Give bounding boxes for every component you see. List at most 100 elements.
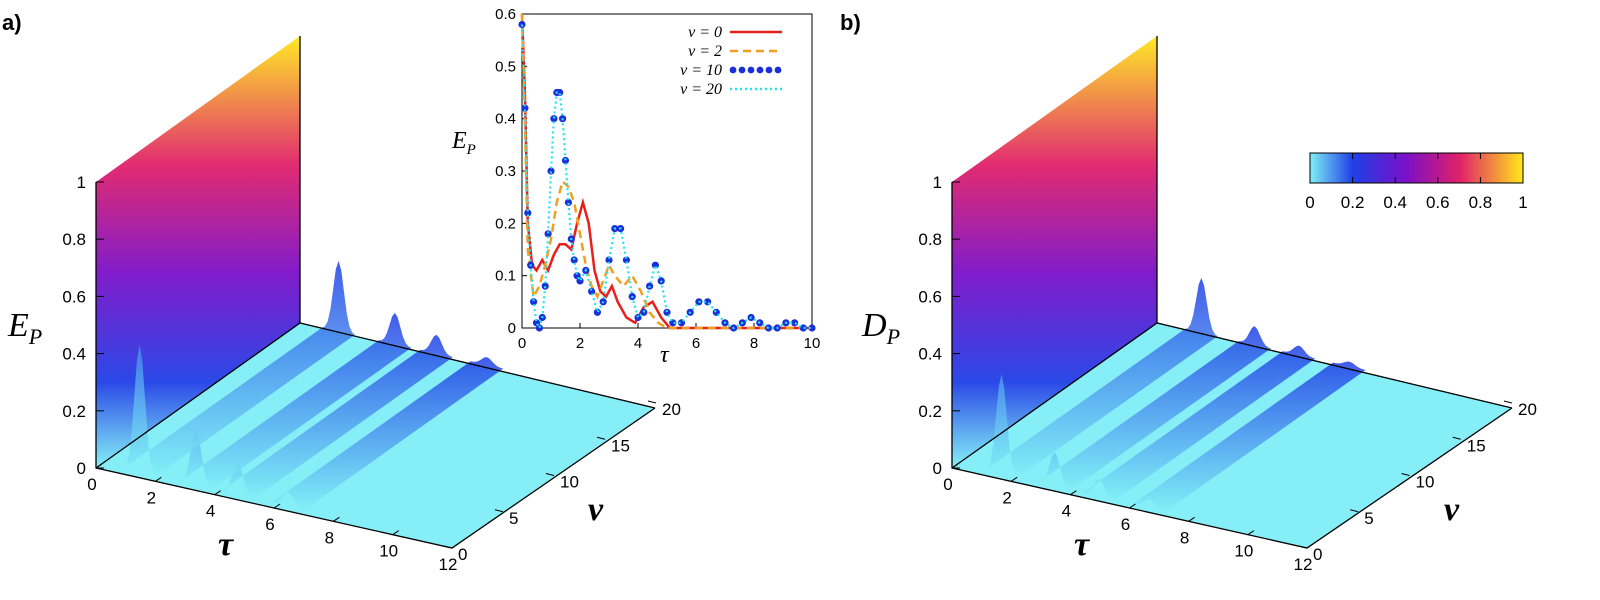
colorbar-tick-label: 0.6 bbox=[1426, 193, 1450, 212]
inset-x-tick-label: 2 bbox=[576, 335, 584, 352]
inset-series-2-point bbox=[535, 324, 544, 332]
inset-series-2-point bbox=[550, 115, 558, 123]
panel-b-x-tick-label: 6 bbox=[1121, 515, 1130, 534]
colorbar bbox=[1309, 152, 1524, 184]
panel-a-x-tick-label: 6 bbox=[265, 515, 274, 534]
inset-series-2-point bbox=[564, 198, 573, 206]
inset-x-tick-label: 8 bbox=[750, 335, 758, 352]
inset-y-tick-label: 0 bbox=[508, 320, 516, 337]
inset-series-2-legend-label: ν = 10 bbox=[680, 62, 722, 79]
inset-series-2-point bbox=[561, 156, 570, 165]
panel-b-z-tick-label: 0.8 bbox=[918, 230, 942, 249]
panel-a-x-tick bbox=[451, 543, 459, 549]
panel-b-z-tick-label: 0.4 bbox=[918, 345, 942, 364]
panel-a-wall bbox=[96, 36, 300, 468]
panel-b-z-tick-label: 0 bbox=[933, 459, 942, 478]
inset-series-2-legend-marker bbox=[738, 66, 746, 74]
inset-y-tick-label: 0.5 bbox=[495, 58, 516, 75]
inset-series-2-point bbox=[808, 324, 816, 332]
colorbar-tick-label: 0.2 bbox=[1341, 193, 1365, 212]
inset-series-0-legend-label: ν = 0 bbox=[688, 24, 722, 41]
panel-a-x-tick-label: 0 bbox=[87, 475, 96, 494]
panel-b-y-tick-label: 0 bbox=[1313, 545, 1322, 564]
panel-b-zlabel: DP bbox=[861, 307, 900, 349]
inset-y-tick-label: 0.4 bbox=[495, 111, 516, 128]
inset-x-tick-label: 6 bbox=[692, 335, 700, 352]
inset-series-2-legend-marker bbox=[756, 66, 764, 74]
inset-y-tick-label: 0.3 bbox=[495, 163, 516, 180]
panel-b-x-tick bbox=[1247, 530, 1255, 536]
inset-series-2-point bbox=[588, 287, 596, 295]
panel-b-x-tick-label: 8 bbox=[1180, 528, 1189, 547]
panel-a-ridge bbox=[221, 334, 453, 499]
panel-a-xlabel: τ bbox=[218, 526, 234, 563]
inset-series-2-point bbox=[556, 88, 564, 97]
inset-x-tick-label: 10 bbox=[804, 335, 821, 352]
panel-b-x-tick-label: 4 bbox=[1062, 502, 1071, 521]
inset-x-tick-label: 4 bbox=[634, 335, 642, 352]
inset-series-2-point bbox=[524, 209, 532, 217]
panel-b-z-tick-label: 1 bbox=[933, 173, 942, 192]
panel-a-y-tick bbox=[596, 436, 606, 440]
panel-a-x-tick bbox=[333, 516, 340, 522]
inset-xlabel: τ bbox=[660, 342, 670, 368]
inset-series-2-point bbox=[622, 256, 631, 264]
panel-b-y-tick bbox=[1401, 473, 1410, 476]
panel-b-ylabel: ν bbox=[1444, 491, 1460, 528]
inset-series-3-line bbox=[520, 24, 812, 331]
panel-b-x-tick-label: 0 bbox=[943, 475, 952, 494]
panel-b-y-tick-label: 15 bbox=[1467, 436, 1486, 455]
inset-series-2-point bbox=[530, 298, 538, 306]
inset-series-1-legend-label: ν = 2 bbox=[688, 43, 722, 60]
panel-a-y-tick-label: 15 bbox=[611, 436, 630, 455]
inset-series-2-legend-marker bbox=[765, 66, 773, 74]
inset-ticks: 0 2 4 6 8 10 0 0.1 0.2 0.3 0.4 0.5 0.6 bbox=[495, 6, 820, 352]
panel-a-y-tick bbox=[647, 400, 657, 404]
panel-a-x-tick-label: 8 bbox=[325, 528, 334, 547]
panel-a-x-tick bbox=[392, 530, 399, 536]
inset-series-2-point bbox=[593, 308, 602, 316]
inset-series-2-point bbox=[634, 313, 642, 322]
panel-a-ylabel: ν bbox=[588, 491, 604, 528]
panel-a-y-tick-label: 20 bbox=[662, 400, 681, 419]
inset-series-2-point bbox=[605, 256, 613, 264]
inset-y-tick-label: 0.2 bbox=[495, 215, 516, 232]
inset-series-2-point bbox=[799, 324, 807, 332]
panel-a-y-tick-label: 5 bbox=[509, 509, 518, 528]
panel-b-z-tick-label: 0.2 bbox=[918, 402, 942, 421]
panel-a-z-tick-label: 0.4 bbox=[62, 345, 86, 364]
panel-a-x-tick bbox=[273, 503, 281, 509]
panel-b-label: b) bbox=[840, 10, 861, 35]
inset-ylabel: EP bbox=[451, 128, 476, 158]
panel-b-x-tick bbox=[951, 463, 959, 469]
panel-a-y-tick bbox=[443, 545, 453, 549]
colorbar-tick-label: 0 bbox=[1305, 193, 1314, 212]
panel-a-y-tick-label: 0 bbox=[458, 545, 467, 564]
panel-b-x-tick-label: 10 bbox=[1234, 542, 1253, 561]
inset-series-2-legend-marker bbox=[774, 66, 782, 74]
panel-a-y-tick bbox=[545, 473, 555, 476]
panel-a-z-tick-label: 0 bbox=[77, 459, 86, 478]
inset-legend: ν = 0 ν = 2 ν = 10 ν = 20 bbox=[680, 24, 782, 98]
inset-frame bbox=[521, 13, 813, 329]
panel-a-x-tick-label: 10 bbox=[379, 542, 398, 561]
panel-a-ridge bbox=[271, 357, 504, 510]
panel-b-z-tick-label: 0.6 bbox=[918, 287, 942, 306]
panel-b-y-tick bbox=[1503, 400, 1513, 404]
panel-b-x-tick bbox=[1188, 516, 1195, 522]
panel-b-ridge bbox=[1133, 361, 1366, 512]
panel-a-ridge bbox=[179, 312, 412, 489]
inset-series-3-legend-label: ν = 20 bbox=[680, 81, 722, 98]
panel-a-z-tick-label: 1 bbox=[77, 173, 86, 192]
panel-b-ridge bbox=[1038, 326, 1271, 490]
inset-series-2-point bbox=[521, 104, 529, 112]
panel-b-y-tick-label: 5 bbox=[1364, 509, 1373, 528]
panel-b-xlabel: τ bbox=[1074, 526, 1090, 563]
panel-b-x-tick bbox=[1070, 490, 1077, 496]
panel-a-y-tick-label: 10 bbox=[560, 473, 579, 492]
